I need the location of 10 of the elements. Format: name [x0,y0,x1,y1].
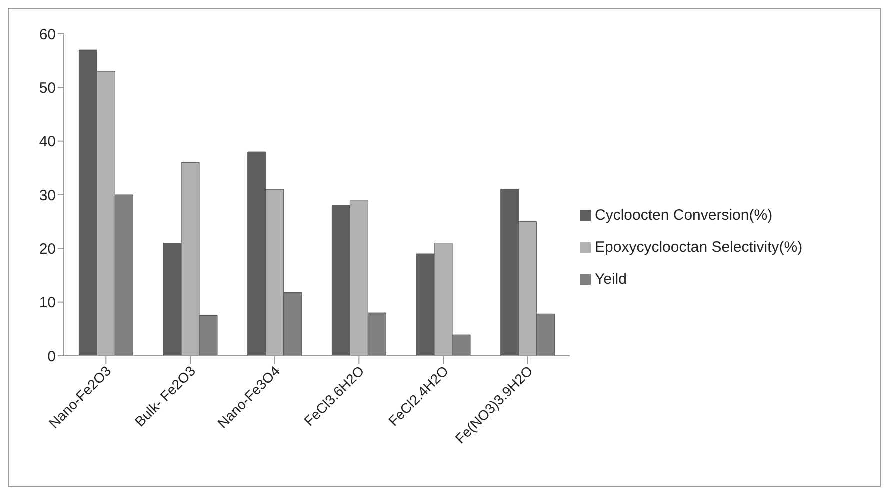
y-tick-label: 0 [48,348,56,366]
y-tick-label: 10 [39,294,56,312]
legend-label: Epoxycyclooctan Selectivity(%) [595,238,803,256]
y-tick-label: 60 [39,26,56,44]
y-tick-label: 40 [39,134,56,151]
legend-label: Cycloocten Conversion(%) [595,206,773,224]
y-tick-label: 20 [39,240,56,258]
y-tick-label: 30 [39,187,56,204]
legend-label: Yeild [595,270,627,288]
y-tick-label: 50 [39,80,56,97]
